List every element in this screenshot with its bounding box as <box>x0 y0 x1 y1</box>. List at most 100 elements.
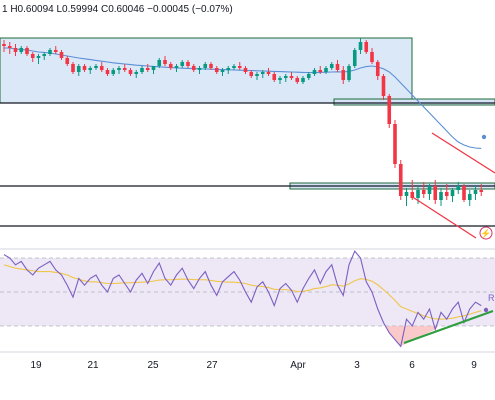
candle <box>404 188 409 206</box>
candle-body <box>191 66 196 70</box>
candle <box>82 64 87 72</box>
candle <box>347 64 351 82</box>
candle <box>260 70 265 78</box>
candle <box>145 64 150 72</box>
candle-body <box>209 64 213 68</box>
candle-body <box>117 68 121 70</box>
candle-body <box>25 48 29 54</box>
lightning-flag-icon[interactable] <box>479 226 493 240</box>
candle <box>421 182 426 198</box>
candle-body <box>30 54 35 58</box>
candle <box>94 64 98 70</box>
rsi-oversold-fill <box>386 326 439 347</box>
candle-body <box>128 70 133 74</box>
x-tick-label: 6 <box>409 360 415 371</box>
candle <box>387 94 392 128</box>
candle-body <box>404 192 409 196</box>
rsi-panel: R <box>0 250 495 348</box>
candle-body <box>301 78 305 82</box>
candle-body <box>48 50 52 54</box>
candle <box>444 184 449 200</box>
candle-body <box>7 46 12 48</box>
candle-body <box>318 70 323 72</box>
x-tick-label: Apr <box>290 360 306 371</box>
candle <box>25 46 29 56</box>
candle-body <box>65 58 70 64</box>
candle-body <box>111 70 116 74</box>
candle <box>151 66 156 74</box>
candle-body <box>53 50 58 52</box>
candle <box>341 66 346 84</box>
candle <box>163 56 167 66</box>
candle <box>255 72 259 80</box>
x-tick-label: 21 <box>87 360 99 371</box>
candle-body <box>341 70 346 80</box>
candle <box>13 44 18 56</box>
candle-body <box>42 54 47 56</box>
candlestick-series <box>2 38 484 206</box>
candle <box>364 40 369 54</box>
candle <box>352 48 357 68</box>
candle-body <box>2 44 6 46</box>
candle-body <box>157 60 162 66</box>
candle <box>7 42 12 54</box>
price-panel: ⚡ <box>0 37 495 240</box>
candle-body <box>295 78 300 82</box>
candle-body <box>335 64 340 70</box>
candle-body <box>59 52 64 58</box>
candle-body <box>462 186 466 200</box>
candle <box>450 188 455 202</box>
candle <box>117 66 121 74</box>
candle <box>128 68 133 76</box>
rsi-ma-line <box>3 264 482 320</box>
candle <box>329 62 334 70</box>
candle-body <box>479 190 484 192</box>
candle <box>53 46 58 54</box>
candle <box>42 52 47 60</box>
candle <box>59 50 64 60</box>
candle-body <box>375 62 380 76</box>
candle <box>157 58 162 68</box>
candle-body <box>347 66 351 80</box>
header-bar <box>0 0 240 16</box>
candle <box>203 62 208 70</box>
candle-body <box>76 66 81 72</box>
candle-body <box>306 74 311 78</box>
candle <box>186 60 190 68</box>
candle <box>433 180 438 204</box>
candle-body <box>398 164 403 196</box>
candle <box>88 66 93 74</box>
candle <box>312 68 317 76</box>
candle-body <box>88 68 93 70</box>
candle <box>134 70 139 78</box>
candle-body <box>105 70 110 74</box>
candle <box>30 52 35 62</box>
time-axis: 19 21 25 27 Apr 3 6 9 <box>30 360 477 371</box>
rsi-end-dot <box>483 307 489 313</box>
x-tick-label: 25 <box>147 360 159 371</box>
candle-body <box>180 62 185 66</box>
lightning-flag-icon-glyph: ⚡ <box>480 228 491 240</box>
x-tick-label: 3 <box>354 360 360 371</box>
candle-body <box>94 66 98 68</box>
rsi-tag: R <box>488 293 495 303</box>
candle-body <box>203 64 208 68</box>
candle-body <box>237 66 242 68</box>
candle <box>174 64 179 72</box>
candle-body <box>393 124 397 164</box>
candle <box>479 184 484 196</box>
candle-body <box>381 76 386 96</box>
candle-body <box>416 190 420 198</box>
candle <box>76 64 81 76</box>
candle-body <box>473 190 478 194</box>
candle <box>427 184 432 200</box>
channel-lower-line <box>410 195 477 239</box>
candle <box>301 76 305 84</box>
candle <box>289 72 294 80</box>
candle-body <box>329 64 334 68</box>
candle <box>462 184 466 202</box>
candle <box>226 66 231 74</box>
candle-body <box>312 70 317 74</box>
x-tick-label: 27 <box>206 360 218 371</box>
